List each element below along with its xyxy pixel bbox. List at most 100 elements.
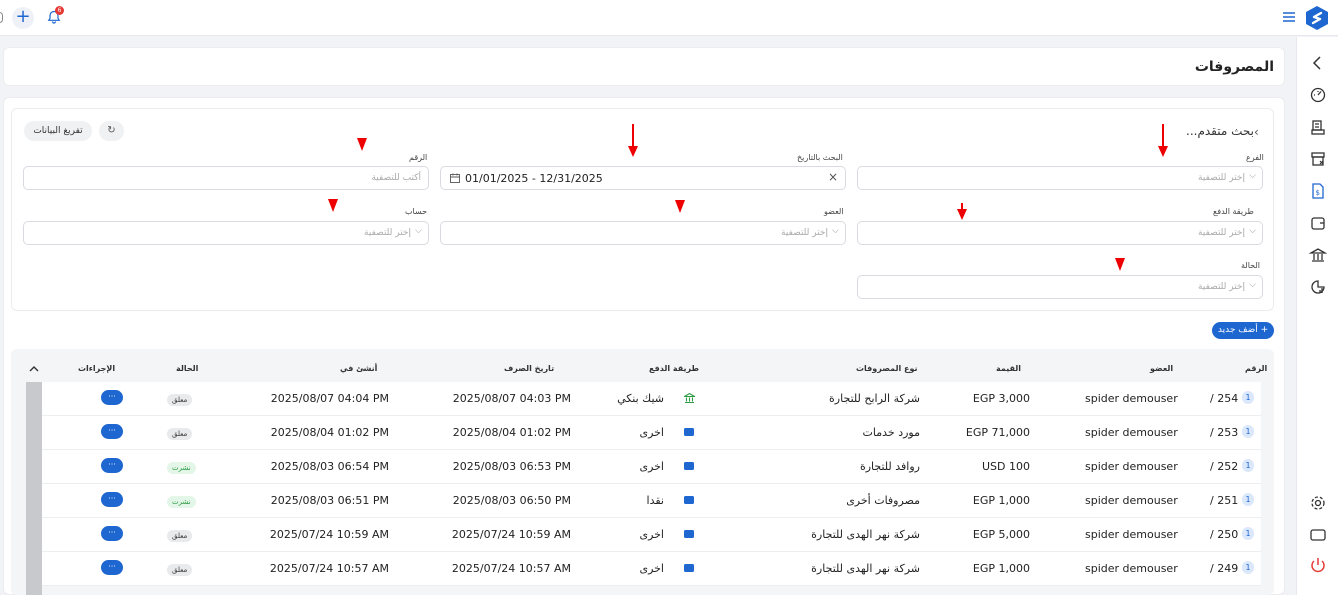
account-label: حساب [405,207,428,216]
row-expense-type: شركة الرابح للتجارة [829,392,920,405]
member-select[interactable]: إختر للتصفية ⌵ [440,221,846,245]
row-number[interactable]: / 253 [1210,426,1239,439]
row-expense-type: مصروفات أخرى [846,494,920,507]
status-badge: معلق [167,564,193,576]
row-actions-button[interactable]: ··· [101,560,123,575]
row-payment-method: اخرى [639,460,664,473]
number-label: الرقم [409,153,428,162]
table-row[interactable]: 1/ 253 spider demouser EGP 71,000 مورد خدما… [42,416,1261,450]
quick-add-button[interactable]: + [12,7,34,29]
refresh-icon: ↻ [107,125,116,136]
row-created-at: 2025/07/24 10:57 AM [269,562,389,575]
col-member[interactable]: العضو [1150,364,1174,373]
col-number[interactable]: الرقم [1245,364,1268,373]
row-actions-button[interactable]: ··· [101,424,123,439]
row-created-at: 2025/07/24 10:59 AM [269,528,389,541]
table-row[interactable]: 1/ 252 spider demouser USD 100 روافد للتجار… [42,450,1261,484]
chevron-left-icon[interactable]: ‹ [1254,125,1259,139]
row-number[interactable]: / 252 [1210,460,1239,473]
refresh-button[interactable]: ↻ [99,121,124,141]
row-created-at: 2025/08/07 04:04 PM [270,392,389,405]
chevron-up-icon[interactable] [29,364,39,374]
row-expense-type: مورد خدمات [862,426,920,439]
row-actions-button[interactable]: ··· [101,390,123,405]
row-payment-method: شيك بنكي [617,392,664,405]
col-actions: الإجراءات [78,364,116,373]
panel-edge-icon[interactable] [0,12,3,23]
row-member: spider demouser [1085,460,1178,473]
col-value[interactable]: القيمة [996,364,1021,373]
table-row[interactable]: 1/ 250 spider demouser EGP 5,000 شركة نهر ا… [42,518,1261,552]
reports-chart-icon[interactable] [1309,278,1327,296]
clear-date-icon[interactable]: × [827,170,838,184]
col-status[interactable]: الحالة [176,364,199,373]
date-range-input[interactable]: 01/01/2025 - 12/31/2025 × [440,166,846,190]
row-badge: 1 [1242,493,1254,506]
row-number[interactable]: / 254 [1210,392,1239,405]
table-row[interactable]: 1/ 251 spider demouser EGP 1,000 مصروفات أخ… [42,484,1261,518]
row-created-at: 2025/08/03 06:54 PM [270,460,389,473]
chevron-down-icon: ⌵ [1249,171,1256,181]
annotation-arrow-icon [1115,258,1125,271]
row-value: EGP 1,000 [972,494,1030,507]
status-badge: نشرت [167,496,196,508]
advanced-search-toggle[interactable]: بحث متقدم... [1186,124,1254,138]
pos-register-icon[interactable] [1309,118,1327,136]
branch-select[interactable]: إختر للتصفية ⌵ [857,166,1263,190]
row-badge: 1 [1242,527,1254,540]
row-expense-date: 2025/08/03 06:50 PM [452,494,571,507]
row-expense-date: 2025/08/04 01:02 PM [452,426,571,439]
status-badge: معلق [167,428,193,440]
wallet-icon [684,495,694,505]
table-header: الرقم العضو القيمة نوع المصروفات طريقة ا… [11,349,1274,382]
col-created-at[interactable]: أنشئ في [340,364,378,373]
inventory-box-icon[interactable] [1309,150,1327,168]
row-payment-method: اخرى [639,426,664,439]
annotation-arrow-icon [675,200,685,213]
top-bar: + 6 [0,0,1338,36]
row-payment-method: اخرى [639,528,664,541]
col-payment-method[interactable]: طريقة الدفع [649,364,699,373]
display-screen-icon[interactable] [1309,526,1327,544]
page-title: المصروفات [1194,59,1274,75]
table-row[interactable]: 1/ 254 spider demouser EGP 3,000 شركة الراب… [42,382,1261,416]
power-logout-icon[interactable] [1309,556,1327,574]
col-expense-type[interactable]: نوع المصروفات [856,364,918,373]
chevron-down-icon: ⌵ [415,226,422,236]
hamburger-menu-icon[interactable] [1283,12,1295,22]
row-number[interactable]: / 250 [1210,528,1239,541]
row-expense-date: 2025/07/24 10:57 AM [451,562,571,575]
row-number[interactable]: / 249 [1210,562,1239,575]
row-expense-date: 2025/07/24 10:59 AM [451,528,571,541]
status-select[interactable]: إختر للتصفية ⌵ [857,275,1263,299]
row-actions-button[interactable]: ··· [101,492,123,507]
row-payment-method: اخرى [639,562,664,575]
chevron-left-icon[interactable] [1309,54,1327,72]
clear-data-button[interactable]: تفريغ البيانات [24,121,92,141]
bank-icon[interactable] [1308,246,1328,264]
payment-method-label: طريقة الدفع [1213,207,1254,216]
row-actions-button[interactable]: ··· [101,458,123,473]
expenses-receipt-icon[interactable]: $ [1300,175,1335,207]
number-input[interactable]: أكتب للتصفية [23,166,429,190]
row-number[interactable]: / 251 [1210,494,1239,507]
dashboard-gauge-icon[interactable] [1309,86,1327,104]
expenses-table: الرقم العضو القيمة نوع المصروفات طريقة ا… [11,349,1274,595]
row-actions-button[interactable]: ··· [101,526,123,541]
annotation-arrow-icon [1158,124,1168,157]
payment-method-select[interactable]: إختر للتصفية ⌵ [857,221,1263,245]
page-title-card: المصروفات [3,47,1285,86]
app-logo-icon[interactable] [1305,5,1329,31]
row-payment-method: نقدا [646,494,664,507]
chevron-down-icon: ⌵ [832,226,839,236]
wallet-icon[interactable] [1309,214,1327,232]
account-select[interactable]: إختر للتصفية ⌵ [23,221,429,245]
annotation-arrow-icon [357,138,367,151]
add-new-button[interactable]: + أضف جديد [1212,322,1274,339]
table-row[interactable]: 1/ 249 spider demouser EGP 1,000 شركة نهر ا… [42,552,1261,586]
annotation-arrow-icon [957,203,967,220]
chevron-down-icon: ⌵ [1249,280,1256,290]
settings-gear-icon[interactable] [1309,494,1327,512]
col-expense-date[interactable]: تاريخ الصرف [504,364,555,373]
row-value: EGP 1,000 [972,562,1030,575]
